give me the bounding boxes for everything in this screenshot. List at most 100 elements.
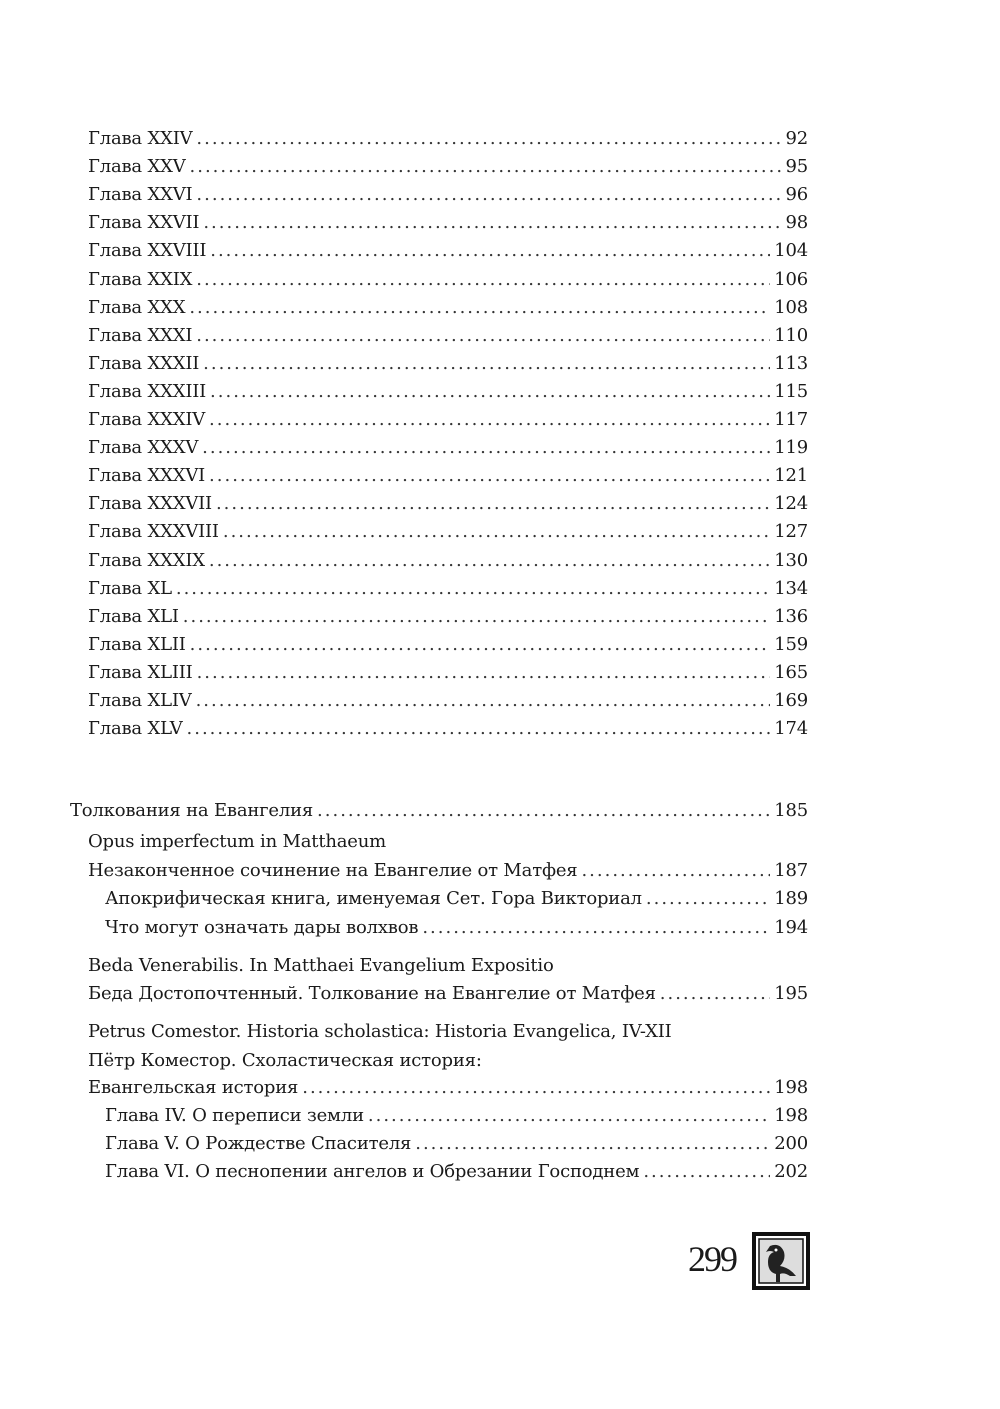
page-number: 299	[688, 1239, 738, 1279]
toc-entry-title: Беда Достопочтенный. Толкование на Еванг…	[88, 983, 656, 1004]
toc-entry-title: Глава XLI	[88, 605, 179, 627]
toc-entry-page: 96	[785, 184, 808, 206]
toc-entry[interactable]: Глава XXXIII 115	[88, 379, 808, 405]
dot-leader	[660, 981, 770, 1007]
dot-leader	[196, 126, 781, 152]
toc-entry-page: 130	[774, 549, 808, 571]
toc-entry[interactable]: Beda Venerabilis. In Matthaei Evangelium…	[88, 953, 554, 979]
toc-entry-title: Petrus Comestor. Historia scholastica: H…	[88, 1021, 672, 1042]
toc-entry-title: Глава XXXIX	[88, 549, 205, 571]
toc-entry-title: Глава XXVI	[88, 184, 193, 206]
dot-leader	[202, 435, 770, 461]
dot-leader	[183, 604, 770, 630]
toc-entry[interactable]: Petrus Comestor. Historia scholastica: H…	[88, 1019, 672, 1045]
toc-entry[interactable]: Глава XXXII 113	[88, 351, 808, 377]
toc-entry[interactable]: Глава XLI 136	[88, 604, 808, 630]
toc-entry-page: 134	[774, 577, 808, 599]
toc-entry-title: Глава VI. О песнопении ангелов и Обрезан…	[105, 1161, 640, 1182]
dot-leader	[190, 154, 782, 180]
toc-entry-page: 174	[774, 718, 808, 740]
toc-entry-page: 202	[774, 1161, 808, 1182]
toc-entry-page: 119	[774, 437, 808, 459]
toc-entry-page: 117	[774, 409, 808, 430]
toc-entry[interactable]: Апокрифическая книга, именуемая Сет. Гор…	[105, 886, 808, 912]
dot-leader	[196, 688, 771, 714]
toc-entry[interactable]: Глава V. О Рождестве Спасителя 200	[105, 1131, 808, 1157]
toc-entry-title: Глава XXXV	[88, 437, 199, 459]
toc-entry[interactable]: Глава XXXIV 117	[88, 407, 808, 433]
toc-entry[interactable]: Глава XXX 108	[88, 295, 808, 321]
toc-entry-page: 159	[774, 633, 808, 655]
toc-entry-title: Глава XLV	[88, 718, 183, 740]
toc-entry[interactable]: Глава XXVI 96	[88, 182, 808, 208]
toc-entry-title: Глава XXXVI	[88, 465, 206, 487]
toc-entry[interactable]: Глава XLV 174	[88, 716, 808, 742]
toc-entry-title: Глава XXX	[88, 296, 186, 318]
toc-entry-title: Opus imperfectum in Matthaeum	[88, 831, 386, 852]
toc-entry[interactable]: Что могут означать дары волхвов 194	[105, 915, 808, 941]
toc-entry-page: 185	[774, 800, 808, 821]
toc-entry[interactable]: Глава XXXVII 124	[88, 491, 808, 517]
dot-leader	[302, 1075, 770, 1101]
toc-entry-page: 121	[774, 465, 808, 487]
toc-entry[interactable]: Глава XXXVIII 127	[88, 519, 808, 545]
toc-entry-page: 115	[774, 380, 808, 402]
toc-entry[interactable]: Незаконченное сочинение на Евангелие от …	[88, 858, 808, 884]
toc-entry[interactable]: Глава XXVII 98	[88, 210, 808, 236]
toc-entry-page: 95	[785, 156, 808, 178]
toc-entry[interactable]: Глава XXIV 92	[88, 126, 808, 152]
toc-entry-title: Beda Venerabilis. In Matthaei Evangelium…	[88, 955, 554, 976]
toc-entry-title: Глава XLIII	[88, 661, 193, 683]
toc-entry-title: Глава XLIV	[88, 690, 192, 711]
toc-entry[interactable]: Opus imperfectum in Matthaeum	[88, 829, 386, 855]
toc-entry-page: 200	[774, 1133, 808, 1154]
dot-leader	[415, 1131, 770, 1157]
toc-entry-page: 189	[774, 888, 808, 909]
dot-leader	[223, 519, 770, 545]
dot-leader	[187, 716, 771, 742]
toc-entry[interactable]: Пётр Коместор. Схоластическая история:	[88, 1048, 482, 1074]
toc-entry-page: 92	[785, 128, 808, 149]
toc-entry-title: Глава XXIX	[88, 268, 193, 290]
toc-entry-page: 169	[774, 690, 808, 711]
dot-leader	[203, 210, 781, 236]
toc-entry[interactable]: Глава XXXVI 121	[88, 463, 808, 489]
dot-leader	[189, 295, 770, 321]
toc-entry[interactable]: Глава XXXI 110	[88, 323, 808, 349]
dot-leader	[190, 632, 771, 658]
dot-leader	[422, 915, 770, 941]
toc-entry[interactable]: Глава XXXV 119	[88, 435, 808, 461]
toc-entry[interactable]: Глава XLIV 169	[88, 688, 808, 714]
toc-entry[interactable]: Глава XXV 95	[88, 154, 808, 180]
toc-entry-title: Глава XXVIII	[88, 240, 207, 262]
toc-entry-title: Глава XXXIII	[88, 380, 207, 402]
dot-leader	[210, 238, 770, 264]
toc-entry-title: Глава XL	[88, 577, 172, 599]
toc-entry[interactable]: Евангельская история 198	[88, 1075, 808, 1101]
dot-leader	[196, 267, 770, 293]
toc-entry-title: Апокрифическая книга, именуемая Сет. Гор…	[105, 888, 642, 909]
toc-entry-title: Глава XLII	[88, 633, 186, 655]
toc-entry[interactable]: Глава XXXIX 130	[88, 548, 808, 574]
dot-leader	[196, 323, 770, 349]
dot-leader	[216, 491, 770, 517]
toc-entry[interactable]: Глава XLII 159	[88, 632, 808, 658]
toc-entry-page: 124	[774, 493, 808, 515]
toc-entry-page: 98	[785, 212, 808, 234]
toc-entry-page: 110	[774, 324, 808, 346]
toc-entry-title: Что могут означать дары волхвов	[105, 917, 419, 938]
dot-leader	[209, 407, 770, 433]
toc-entry-title: Евангельская история	[88, 1077, 299, 1098]
toc-entry[interactable]: Глава VI. О песнопении ангелов и Обрезан…	[105, 1159, 808, 1185]
dot-leader	[643, 1159, 770, 1185]
toc-entry[interactable]: Толкования на Евангелия 185	[70, 798, 808, 824]
toc-entry[interactable]: Глава XXVIII 104	[88, 238, 808, 264]
toc-entry[interactable]: Глава XL 134	[88, 576, 808, 602]
dot-leader	[209, 463, 770, 489]
toc-entry[interactable]: Глава XLIII 165	[88, 660, 808, 686]
toc-entry[interactable]: Беда Достопочтенный. Толкование на Еванг…	[88, 981, 808, 1007]
toc-entry[interactable]: Глава IV. О переписи земли 198	[105, 1103, 808, 1129]
toc-entry[interactable]: Глава XXIX 106	[88, 267, 808, 293]
toc-entry-title: Толкования на Евангелия	[70, 800, 314, 821]
toc-entry-page: 198	[774, 1077, 808, 1098]
